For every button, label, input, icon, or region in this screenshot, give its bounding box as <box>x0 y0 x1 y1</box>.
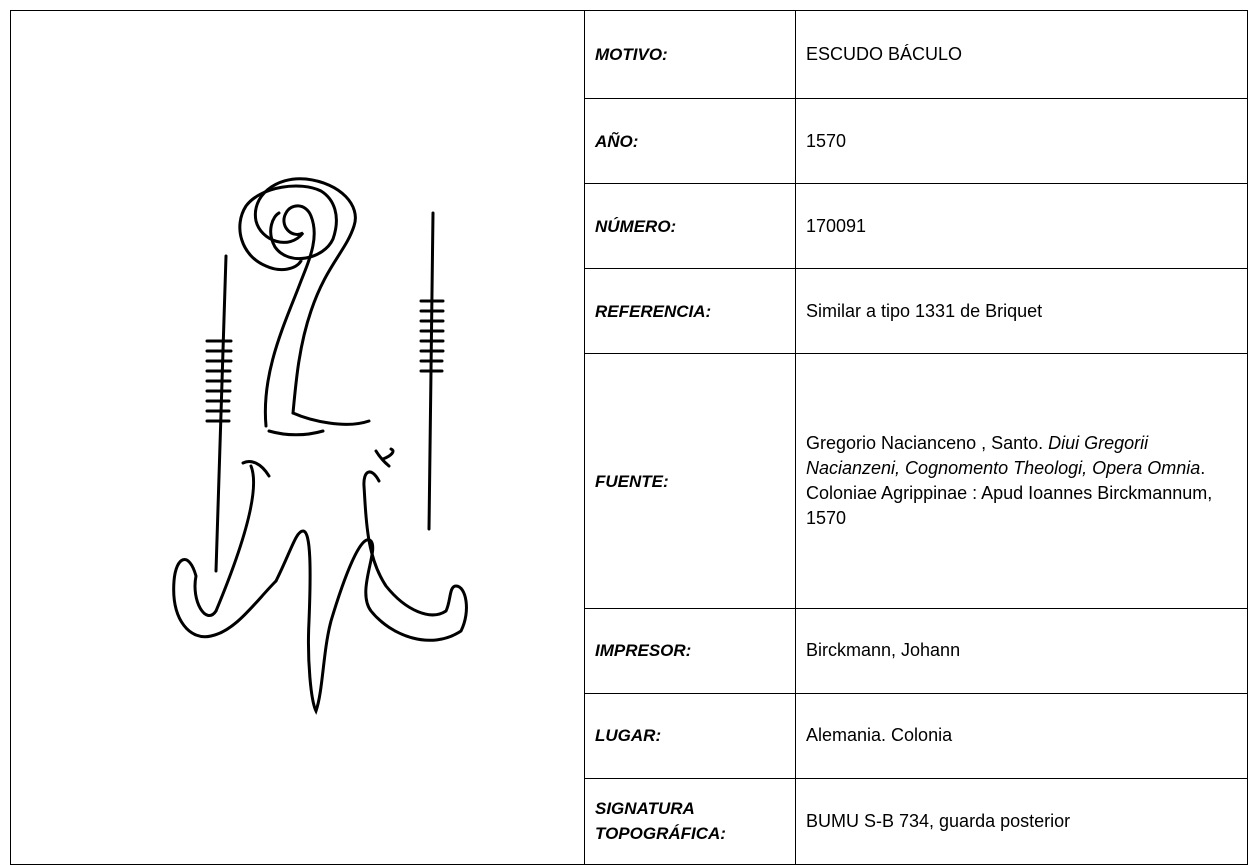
field-label: NÚMERO: <box>584 183 796 270</box>
field-value: Gregorio Nacianceno , Santo. Diui Gregor… <box>795 353 1248 609</box>
field-label: IMPRESOR: <box>584 607 796 694</box>
table-row: REFERENCIA: Similar a tipo 1331 de Brique… <box>11 268 1248 355</box>
watermark-drawing <box>172 177 468 715</box>
field-value: Similar a tipo 1331 de Briquet <box>795 268 1248 355</box>
document: MOTIVO: ESCUDO BÁCULO AÑO: 1570 NÚMERO: 17009… <box>10 9 1248 865</box>
field-value: BUMU S-B 734, guarda posterior <box>795 777 1248 865</box>
field-label: SIGNATURA TOPOGRÁFICA: <box>584 777 796 865</box>
table-row: NÚMERO: 170091 <box>11 183 1248 270</box>
value-segment: . Coloniae Agrippinae : Apud Ioannes Bir… <box>806 458 1213 529</box>
field-value: 170091 <box>795 183 1248 270</box>
table-row: LUGAR: Alemania. Colonia <box>11 692 1248 779</box>
field-value: 1570 <box>795 98 1248 185</box>
value-segment: Gregorio Nacianceno , Santo. <box>806 433 1049 454</box>
value-segment: Diui Gregorii Nacianzeni, Cognomento The… <box>806 433 1201 479</box>
field-label: FUENTE: <box>584 353 796 609</box>
field-label: REFERENCIA: <box>584 268 796 355</box>
watermark-table: MOTIVO: ESCUDO BÁCULO AÑO: 1570 NÚMERO: 17009… <box>10 9 1248 865</box>
field-label: AÑO: <box>584 98 796 185</box>
field-value: Birckmann, Johann <box>795 607 1248 694</box>
table-row: IMPRESOR: Birckmann, Johann <box>11 607 1248 694</box>
table-row: MOTIVO: ESCUDO BÁCULO <box>10 9 1248 865</box>
field-label: MOTIVO: <box>584 9 796 100</box>
field-value: Alemania. Colonia <box>795 692 1248 779</box>
table-row: AÑO: 1570 <box>11 98 1248 185</box>
field-label: LUGAR: <box>584 692 796 779</box>
table-row: FUENTE: Gregorio Nacianceno , Santo. Diui… <box>11 353 1248 609</box>
image-cell <box>10 10 585 865</box>
field-value: ESCUDO BÁCULO <box>795 9 1248 100</box>
